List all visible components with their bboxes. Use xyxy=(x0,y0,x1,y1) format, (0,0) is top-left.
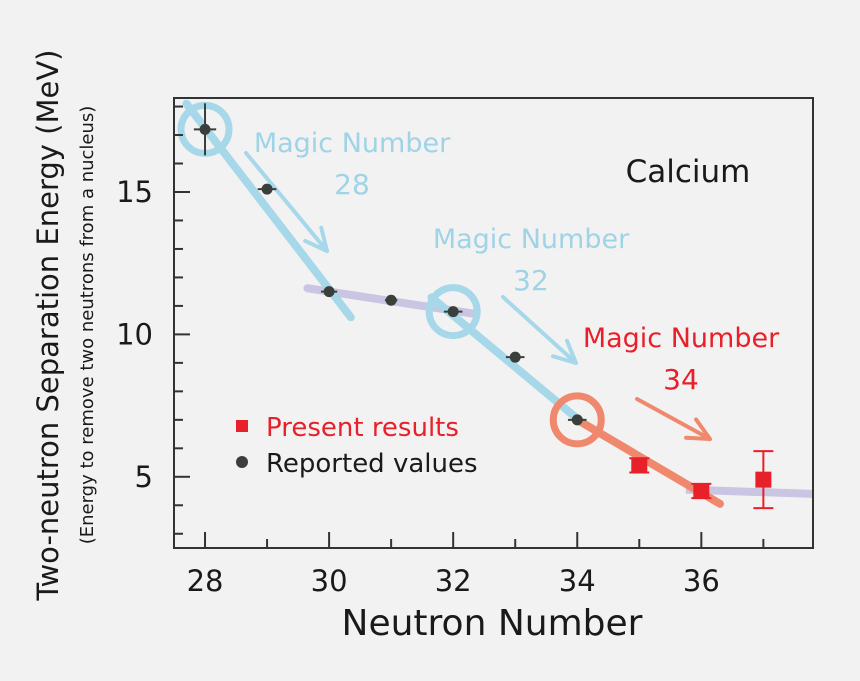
present-point xyxy=(691,482,712,500)
reported-point xyxy=(257,183,277,195)
arrow-magic-34 xyxy=(635,397,712,441)
annotation-34-line1: Magic Number xyxy=(583,323,780,354)
reported-marker xyxy=(261,183,273,195)
annotation-32-line1: Magic Number xyxy=(433,224,630,255)
trend-guides xyxy=(177,99,814,508)
x-tick-label-32: 32 xyxy=(435,564,472,598)
annotation-28-line2: 28 xyxy=(334,168,370,201)
reported-marker xyxy=(199,123,211,135)
magic-circle-34 xyxy=(549,392,605,448)
reported-point xyxy=(384,294,398,306)
reported-marker xyxy=(323,286,335,298)
y-tick-label-15: 15 xyxy=(116,175,153,209)
legend-present-marker xyxy=(236,420,248,432)
present-point xyxy=(753,450,774,510)
arrow-magic-28-shaft xyxy=(244,151,329,253)
axes: 28 30 32 34 36 5 10 15 xyxy=(116,97,814,598)
data-points xyxy=(193,103,774,510)
reported-point xyxy=(505,351,525,363)
annotation-28-line1: Magic Number xyxy=(254,128,451,159)
x-tick-label-34: 34 xyxy=(559,564,596,598)
reported-marker xyxy=(571,414,583,426)
plot-frame xyxy=(173,97,814,549)
arrow-magic-34-head xyxy=(684,417,712,441)
arrow-magic-34-shaft xyxy=(635,397,712,441)
arrow-magic-32 xyxy=(501,295,578,365)
legend-reported-label: Reported values xyxy=(266,449,478,479)
legend-present-label: Present results xyxy=(266,413,459,443)
x-tick-label-30: 30 xyxy=(311,564,348,598)
present-point xyxy=(629,457,650,474)
annotation-34-line2: 34 xyxy=(663,363,699,396)
x-tick-label-28: 28 xyxy=(187,564,224,598)
reported-point xyxy=(321,286,338,298)
reported-point xyxy=(443,306,463,318)
present-marker xyxy=(631,457,648,474)
x-axis-label: Neutron Number xyxy=(342,603,643,644)
present-marker xyxy=(755,471,772,488)
y-axis-label: Two-neutron Separation Energy (MeV) xyxy=(31,50,65,602)
reported-point xyxy=(567,414,587,426)
annotation-32-line2: 32 xyxy=(513,264,549,297)
reported-marker xyxy=(385,294,397,306)
arrow-magic-32-shaft xyxy=(501,295,578,365)
chart-title: Calcium xyxy=(626,154,751,190)
arrow-magic-28-head xyxy=(303,225,329,253)
arrow-magic-28 xyxy=(244,151,329,253)
magic-circle-32 xyxy=(425,284,481,340)
y-tick-label-5: 5 xyxy=(135,460,153,494)
reported-point xyxy=(193,103,217,156)
legend-reported-marker xyxy=(236,456,248,468)
present-marker xyxy=(693,483,710,500)
trend-line-32-34 xyxy=(427,293,585,426)
reported-marker xyxy=(447,306,459,318)
y-axis-sublabel: (Energy to remove two neutrons from a nu… xyxy=(77,106,98,545)
reported-marker xyxy=(509,351,521,363)
y-tick-label-10: 10 xyxy=(116,317,153,351)
x-tick-label-36: 36 xyxy=(683,564,720,598)
trend-line-28-30 xyxy=(182,99,355,322)
arrow-magic-32-head xyxy=(550,338,578,365)
